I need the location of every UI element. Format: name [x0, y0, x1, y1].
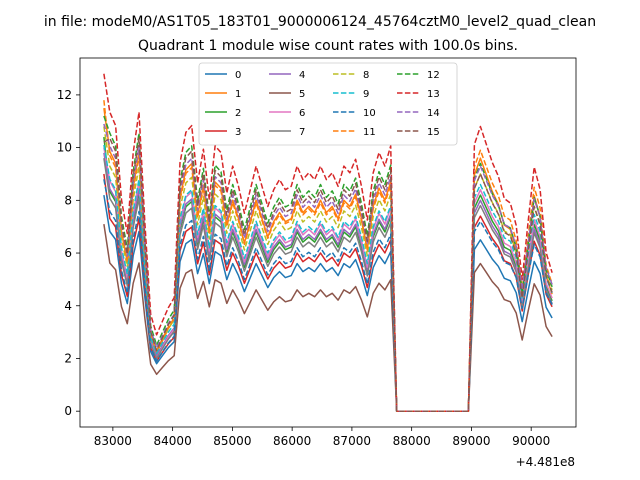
legend-label-2: 2 [235, 108, 241, 119]
x-tick-label: 83000 [94, 434, 132, 448]
legend-label-7: 7 [299, 127, 305, 138]
y-tick-label: 12 [57, 88, 72, 102]
x-tick-label: 87000 [333, 434, 371, 448]
legend-label-9: 9 [363, 89, 369, 100]
x-offset-label: +4.481e8 [516, 455, 575, 469]
x-tick-label: 86000 [273, 434, 311, 448]
y-tick-label: 4 [64, 299, 72, 313]
legend-label-1: 1 [235, 89, 241, 100]
series-line-11 [103, 100, 553, 412]
y-tick-label: 6 [64, 246, 72, 260]
series-layer [103, 73, 553, 412]
legend-label-4: 4 [299, 70, 305, 81]
chart-suptitle: in file: modeM0/AS1T05_183T01_9000006124… [44, 14, 596, 30]
y-axis: 0 2 4 6 8 10 12 [57, 88, 80, 418]
x-tick-label: 89000 [452, 434, 490, 448]
series-line-15 [103, 137, 553, 412]
y-tick-label: 8 [64, 193, 72, 207]
legend-label-3: 3 [235, 127, 241, 138]
series-line-10 [103, 179, 553, 412]
y-tick-label: 0 [64, 404, 72, 418]
legend-label-14: 14 [427, 108, 440, 119]
series-line-12 [103, 115, 553, 412]
series-line-13 [103, 73, 553, 412]
legend-label-5: 5 [299, 89, 305, 100]
x-tick-label: 85000 [213, 434, 251, 448]
legend-box [198, 62, 458, 146]
x-tick-label: 90000 [512, 434, 550, 448]
legend-label-13: 13 [427, 89, 440, 100]
series-line-14 [103, 123, 553, 412]
plot-border [79, 57, 577, 428]
y-tick-label: 10 [57, 141, 72, 155]
legend-label-8: 8 [363, 70, 369, 81]
legend-label-10: 10 [363, 108, 376, 119]
y-tick-label: 2 [64, 351, 72, 365]
legend-label-11: 11 [363, 127, 376, 138]
legend-label-0: 0 [235, 70, 241, 81]
chart-title: Quadrant 1 module wise count rates with … [138, 38, 518, 54]
x-tick-label: 84000 [154, 434, 192, 448]
x-tick-label: 88000 [393, 434, 431, 448]
x-axis: 83000 84000 85000 86000 87000 88000 89000 90000 [94, 427, 550, 448]
legend-label-6: 6 [299, 108, 305, 119]
legend-label-12: 12 [427, 70, 440, 81]
series-line-5 [103, 223, 553, 412]
legend-label-15: 15 [427, 127, 440, 138]
